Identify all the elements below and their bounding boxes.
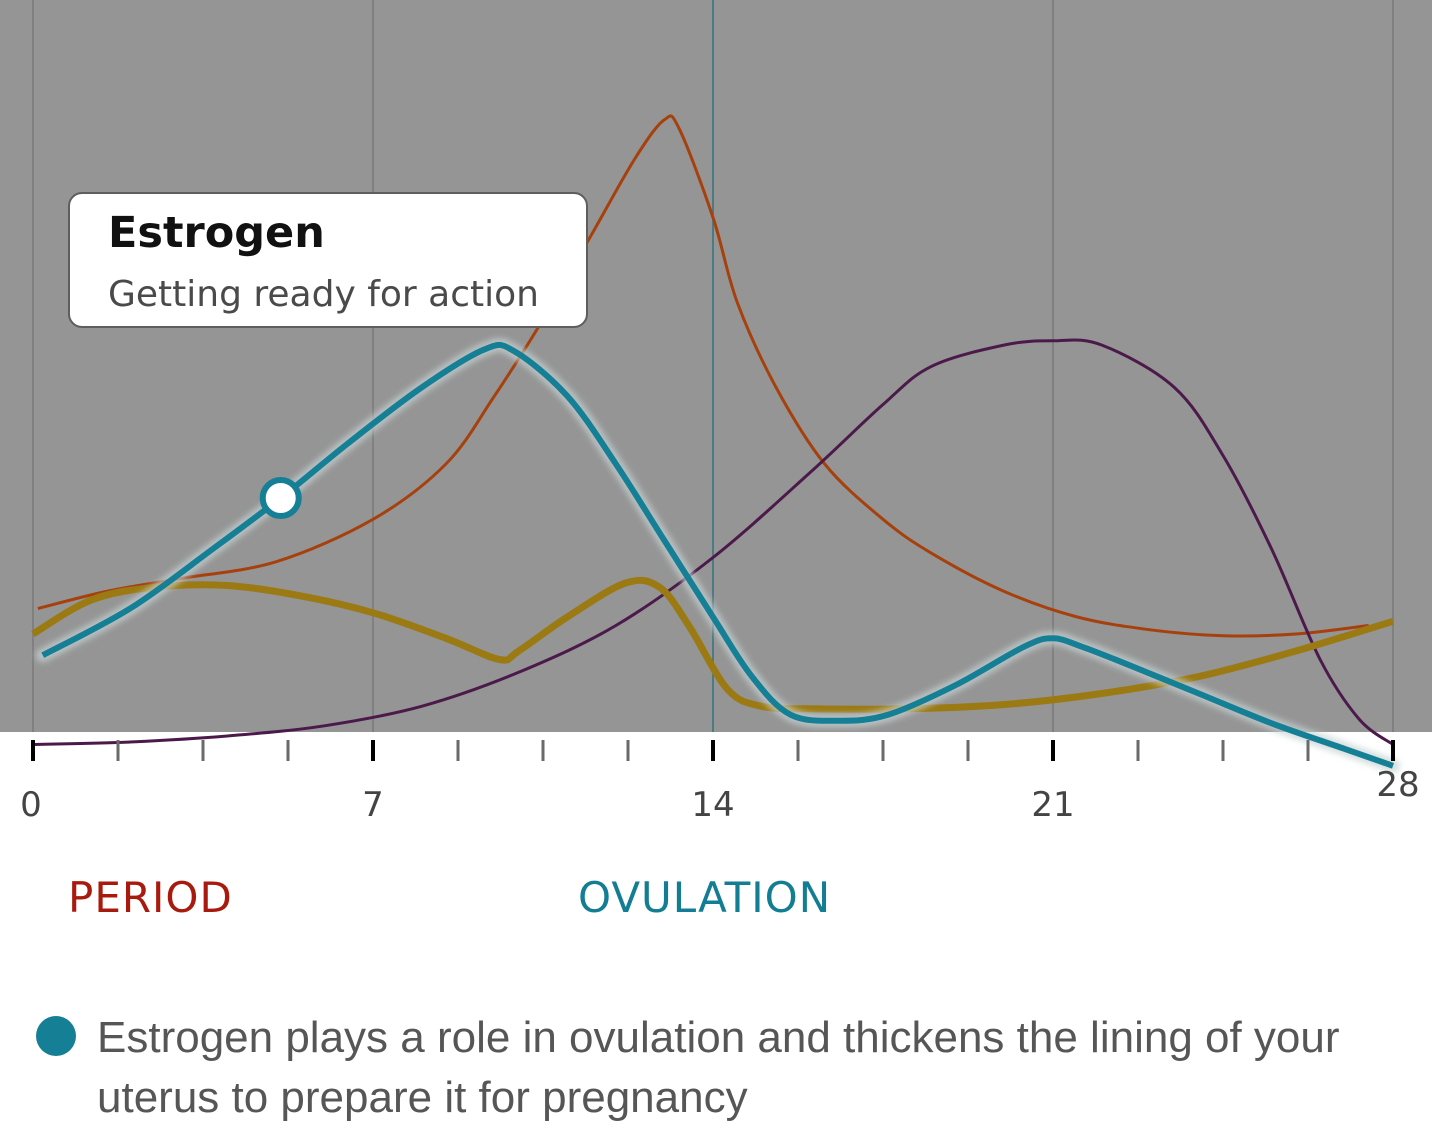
hormone-chart: 0 7 14 21 28 xyxy=(0,0,1432,825)
x-tick-label: 28 xyxy=(1376,765,1419,805)
estrogen-highlight-point xyxy=(259,477,302,519)
x-tick-label: 14 xyxy=(691,785,734,825)
fsh-line xyxy=(31,576,1395,713)
x-tick-label: 0 xyxy=(20,785,42,825)
series-group xyxy=(31,114,1400,773)
tooltip-subtitle: Getting ready for action xyxy=(108,274,539,315)
tooltip-title: Estrogen xyxy=(108,208,325,258)
x-axis: 0 7 14 21 28 xyxy=(20,740,1420,825)
period-phase-label: PERIOD xyxy=(68,873,233,922)
ovulation-phase-label: OVULATION xyxy=(578,873,832,922)
estrogen-description: Estrogen plays a role in ovulation and t… xyxy=(97,1013,1340,1122)
progesterone-line xyxy=(32,338,1394,746)
hormone-tooltip[interactable]: Estrogen Getting ready for action xyxy=(68,192,588,328)
estrogen-line xyxy=(41,341,1395,769)
estrogen-legend-dot xyxy=(36,1016,76,1056)
highlight-marker-group xyxy=(259,477,302,519)
x-tick-label: 7 xyxy=(362,785,384,825)
x-tick-label: 21 xyxy=(1031,785,1074,825)
lh-line xyxy=(37,114,1369,638)
